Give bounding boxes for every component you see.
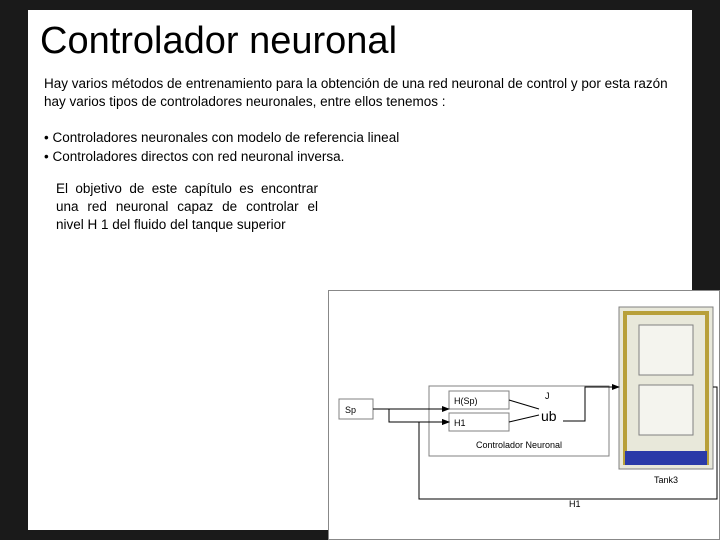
objective-paragraph: El objetivo de este capítulo es encontra… [28, 166, 318, 235]
svg-text:Controlador Neuronal: Controlador Neuronal [476, 440, 562, 450]
svg-text:H1: H1 [454, 418, 466, 428]
slide-title: Controlador neuronal [28, 10, 692, 67]
slide-content: Controlador neuronal Hay varios métodos … [28, 10, 692, 530]
svg-text:H1: H1 [569, 499, 581, 509]
block-diagram: Controlador Neuronal Sp H(Sp) H1 ub J Tank3 H1 [328, 290, 720, 540]
bullet-list: Controladores neuronales con modelo de r… [28, 111, 692, 165]
svg-text:Tank3: Tank3 [654, 475, 678, 485]
svg-text:J: J [545, 391, 550, 401]
bullet-item: Controladores neuronales con modelo de r… [44, 129, 676, 147]
svg-text:H(Sp): H(Sp) [454, 396, 478, 406]
bullet-item: Controladores directos con red neuronal … [44, 148, 676, 166]
svg-text:Sp: Sp [345, 405, 356, 415]
intro-paragraph: Hay varios métodos de entrenamiento para… [28, 67, 692, 111]
diagram-svg: Controlador Neuronal Sp H(Sp) H1 ub J Tank3 H1 [329, 291, 719, 539]
svg-text:ub: ub [541, 408, 557, 424]
